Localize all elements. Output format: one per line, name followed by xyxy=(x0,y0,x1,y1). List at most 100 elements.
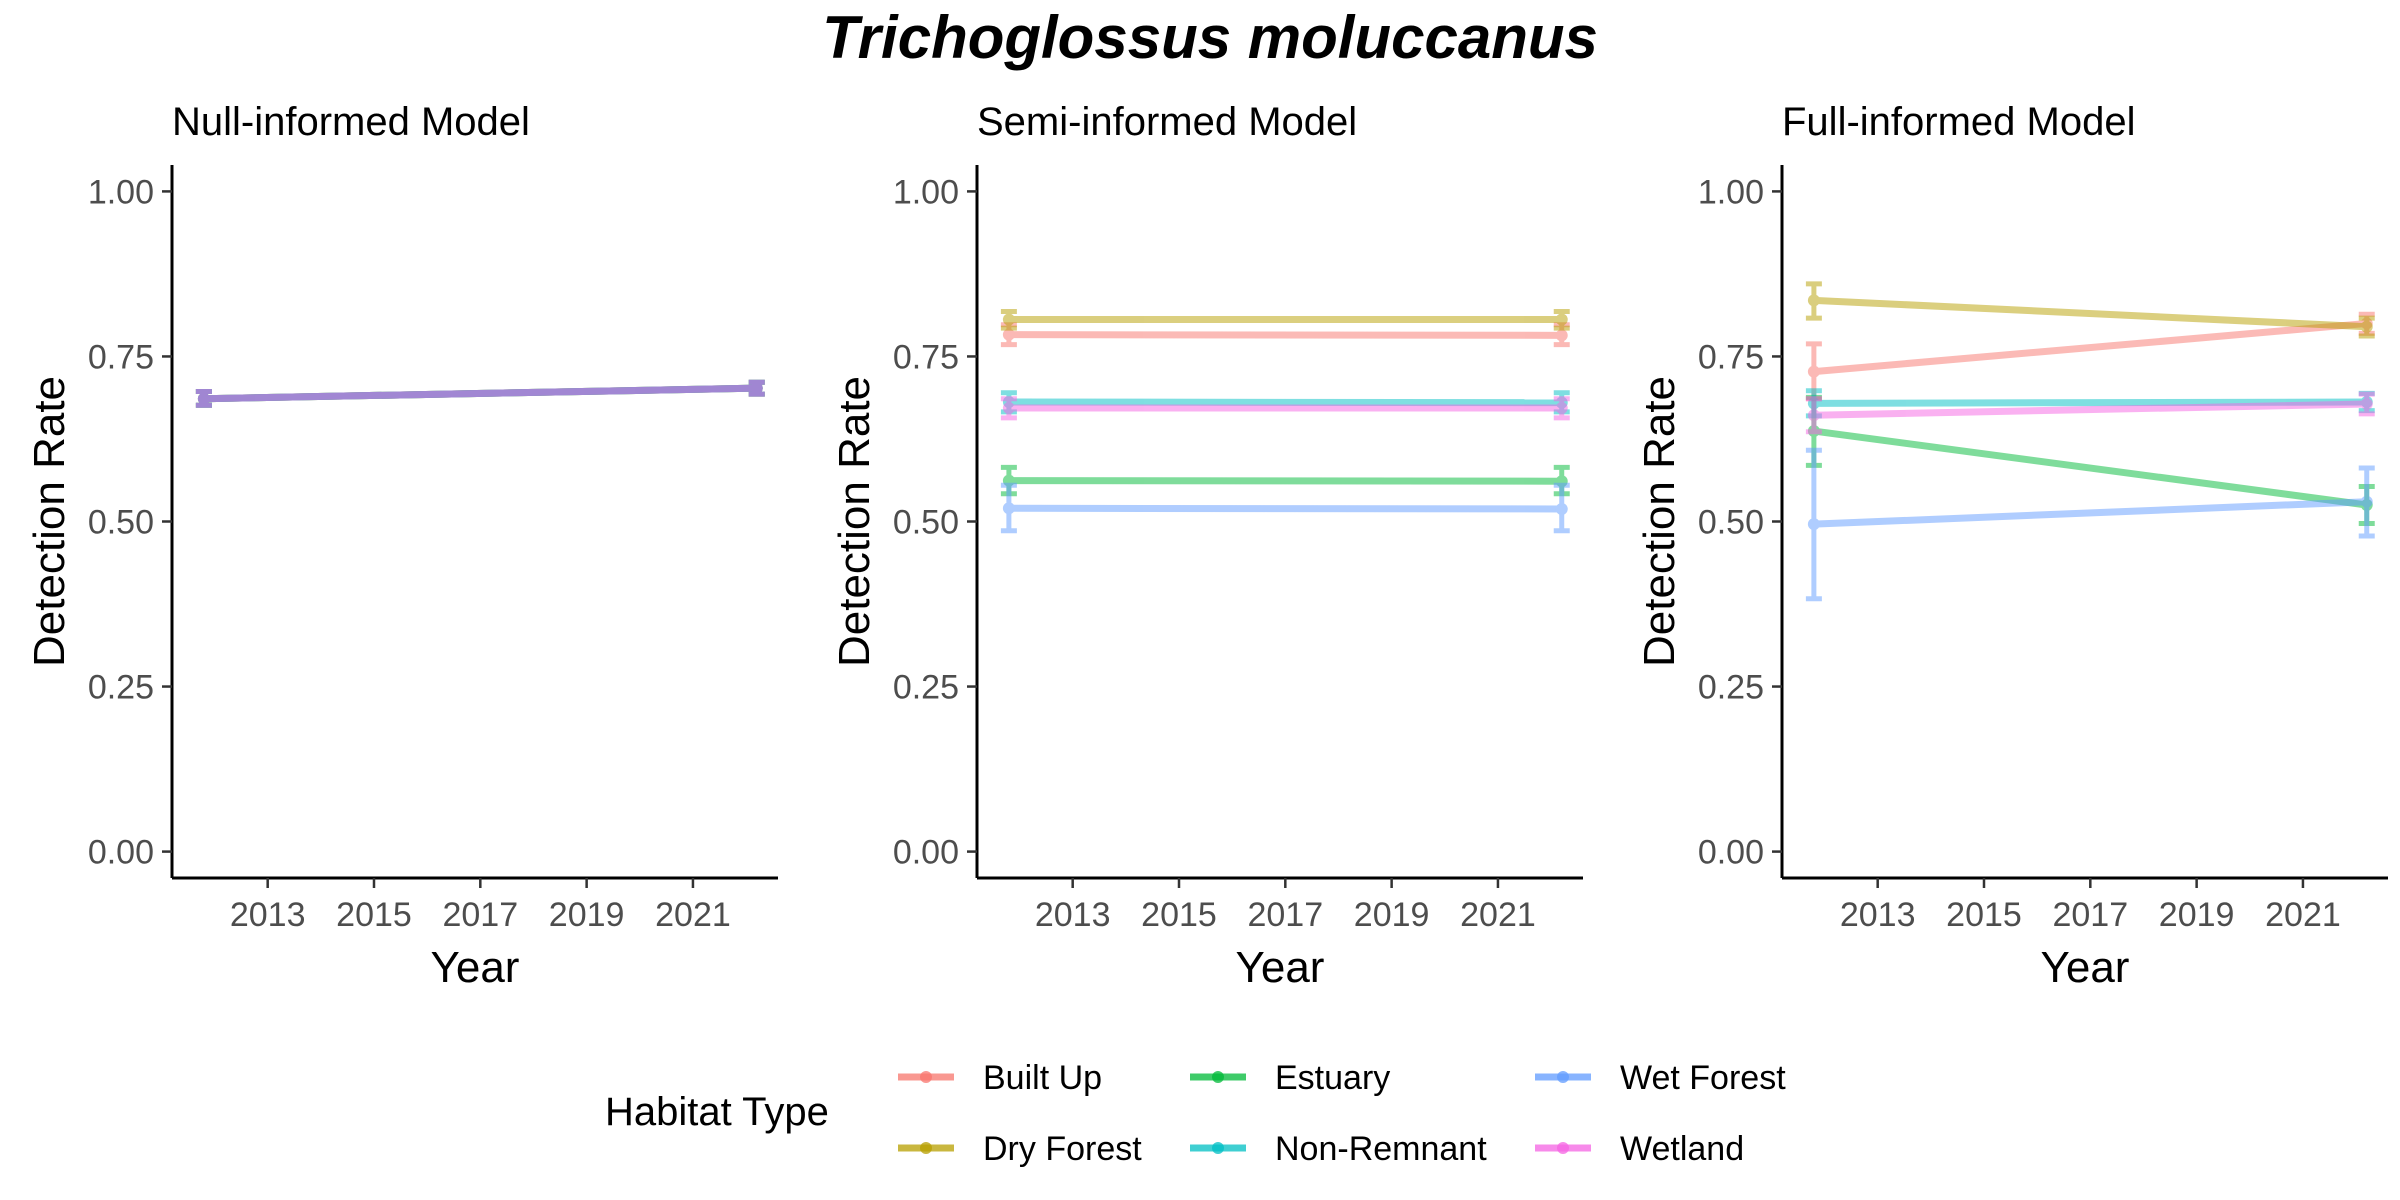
data-point xyxy=(2360,320,2373,333)
series-line xyxy=(1008,504,1562,513)
chart-legend: Habitat Type Built Up Dry Forest Estuary No… xyxy=(605,1059,1786,1168)
data-point xyxy=(1807,294,1820,307)
legend-label: Dry Forest xyxy=(983,1130,1142,1168)
data-point xyxy=(1002,313,1015,326)
y-tick-label: 1.00 xyxy=(893,173,959,211)
series-line xyxy=(203,384,757,403)
x-axis-title: Year xyxy=(2041,943,2130,992)
data-point xyxy=(197,392,210,405)
legend-key-point xyxy=(1557,1071,1569,1083)
series-wetland xyxy=(1000,396,1570,421)
x-tick-label: 2021 xyxy=(2265,896,2341,934)
series-built-up xyxy=(1805,311,2375,402)
data-point xyxy=(1555,401,1568,414)
y-tick-label: 0.00 xyxy=(1698,834,1764,872)
data-point xyxy=(1807,409,1820,422)
y-tick-label: 0.50 xyxy=(893,504,959,542)
legend-key-point xyxy=(1212,1142,1224,1154)
data-point xyxy=(1002,401,1015,414)
x-tick-label: 2019 xyxy=(1354,896,1430,934)
series-estuary xyxy=(1000,464,1570,497)
x-tick-label: 2021 xyxy=(655,896,731,934)
x-tick-label: 2013 xyxy=(230,896,306,934)
x-axis-title: Year xyxy=(431,943,520,992)
legend-entry: Non-Remnant xyxy=(1190,1130,1487,1168)
x-tick-label: 2019 xyxy=(2159,896,2235,934)
y-tick-label: 0.00 xyxy=(893,834,959,872)
x-tick-label: 2017 xyxy=(2052,896,2128,934)
y-tick-label: 0.50 xyxy=(88,504,154,542)
panel-1: Null-informed Model 0.00 0.25 0.50 0.75 1.00 2… xyxy=(25,100,778,992)
data-point xyxy=(1555,313,1568,326)
x-tick-label: 2017 xyxy=(1247,896,1323,934)
data-point xyxy=(1002,328,1015,341)
legend-entry: Estuary xyxy=(1190,1059,1390,1097)
series-line xyxy=(1813,296,2367,331)
series-dry-forest xyxy=(1805,281,2375,339)
series-line xyxy=(1813,400,2367,419)
y-tick-label: 0.75 xyxy=(1698,338,1764,376)
series-dry-forest xyxy=(1000,309,1570,331)
series-wetland xyxy=(195,379,765,408)
data-point xyxy=(2360,495,2373,508)
legend-title: Habitat Type xyxy=(605,1090,829,1134)
series-wet-forest xyxy=(1000,482,1570,534)
data-point xyxy=(1807,365,1820,378)
legend-key-point xyxy=(1212,1071,1224,1083)
series-line xyxy=(1813,319,2368,376)
series-line xyxy=(1813,398,2367,407)
y-tick-label: 0.50 xyxy=(1698,504,1764,542)
legend-key-point xyxy=(920,1142,932,1154)
legend-entry: Wetland xyxy=(1535,1130,1744,1168)
legend-key-point xyxy=(1557,1142,1569,1154)
data-point xyxy=(2360,397,2373,410)
legend-entries: Built Up Dry Forest Estuary Non-Remnant Wet … xyxy=(898,1059,1786,1168)
y-tick-label: 1.00 xyxy=(1698,173,1764,211)
series-line xyxy=(1813,498,2367,528)
series-wet-forest xyxy=(1805,447,2375,602)
panel-title: Full-informed Model xyxy=(1782,100,2135,144)
series-line xyxy=(1008,398,1562,407)
x-tick-label: 2015 xyxy=(1946,896,2022,934)
legend-label: Non-Remnant xyxy=(1275,1130,1487,1168)
data-point xyxy=(1807,518,1820,531)
y-tick-label: 0.25 xyxy=(1698,669,1764,707)
y-axis-title: Detection Rate xyxy=(830,376,879,667)
panel-3: Full-informed Model 0.00 0.25 0.50 0.75 1.00 2… xyxy=(1635,100,2388,992)
panel-2: Semi-informed Model 0.00 0.25 0.50 0.75 1.00 2… xyxy=(830,100,1583,992)
y-tick-label: 1.00 xyxy=(88,173,154,211)
x-tick-label: 2021 xyxy=(1460,896,1536,934)
panel-title: Semi-informed Model xyxy=(977,100,1357,144)
series-line xyxy=(1008,331,1562,339)
x-tick-label: 2013 xyxy=(1840,896,1916,934)
y-tick-label: 0.75 xyxy=(893,338,959,376)
chart-title: Trichoglossus moluccanus xyxy=(822,4,1598,71)
x-tick-label: 2019 xyxy=(549,896,625,934)
data-point xyxy=(750,382,763,395)
x-tick-label: 2017 xyxy=(442,896,518,934)
x-tick-label: 2013 xyxy=(1035,896,1111,934)
y-tick-label: 0.75 xyxy=(88,338,154,376)
data-point xyxy=(1555,502,1568,515)
x-axis-title: Year xyxy=(1236,943,1325,992)
data-point xyxy=(1555,329,1568,342)
chart-panels: Null-informed Model 0.00 0.25 0.50 0.75 1.00 2… xyxy=(25,100,2388,992)
series-wetland xyxy=(1805,391,2375,435)
legend-label: Wet Forest xyxy=(1620,1059,1786,1097)
y-tick-label: 0.25 xyxy=(893,669,959,707)
series-line xyxy=(1813,427,2368,509)
x-tick-label: 2015 xyxy=(1141,896,1217,934)
legend-entry: Wet Forest xyxy=(1535,1059,1786,1097)
y-tick-label: 0.25 xyxy=(88,669,154,707)
series-line xyxy=(1008,477,1562,485)
legend-entry: Built Up xyxy=(898,1059,1102,1097)
data-point xyxy=(1002,502,1015,515)
legend-label: Built Up xyxy=(983,1059,1102,1097)
series-built-up xyxy=(1000,322,1570,348)
legend-key-point xyxy=(920,1071,932,1083)
panel-title: Null-informed Model xyxy=(172,100,530,144)
legend-label: Wetland xyxy=(1620,1130,1744,1168)
legend-entry: Dry Forest xyxy=(898,1130,1142,1168)
y-axis-title: Detection Rate xyxy=(1635,376,1684,667)
